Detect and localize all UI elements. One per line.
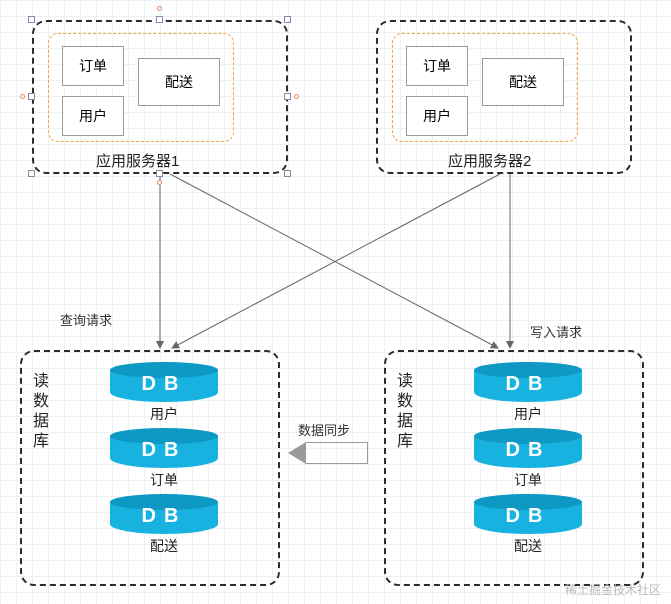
db-item-label: 订单 — [474, 470, 582, 490]
app-server-1-label: 应用服务器1 — [96, 150, 179, 171]
db-cylinder: DB — [110, 494, 218, 534]
db-item-label: 用户 — [474, 404, 582, 424]
db-cylinder: DB — [474, 494, 582, 534]
sync-arrow — [288, 442, 368, 464]
app-server-2-label: 应用服务器2 — [448, 150, 531, 171]
connection-line — [170, 174, 498, 348]
db-cylinder: DB — [110, 428, 218, 468]
module-label: 用户 — [423, 106, 451, 126]
module-label: 订单 — [79, 56, 107, 76]
rotation-handle[interactable] — [156, 5, 163, 12]
rotation-handle[interactable] — [156, 179, 163, 186]
selection-handle[interactable] — [28, 170, 35, 177]
connection-line — [172, 174, 500, 348]
db-text: DB — [474, 505, 582, 528]
db-text: DB — [110, 373, 218, 396]
selection-handle[interactable] — [284, 16, 291, 23]
module-user-2: 用户 — [406, 96, 468, 136]
db-item-label: 配送 — [474, 536, 582, 556]
module-label: 配送 — [165, 72, 193, 92]
rotation-handle[interactable] — [293, 93, 300, 100]
db-cylinder: DB — [110, 362, 218, 402]
module-order-1: 订单 — [62, 46, 124, 86]
sync-label: 数据同步 — [298, 420, 350, 439]
db-cylinder: DB — [474, 428, 582, 468]
db-text: DB — [474, 439, 582, 462]
db-text: DB — [474, 373, 582, 396]
module-order-2: 订单 — [406, 46, 468, 86]
db-item-label: 配送 — [110, 536, 218, 556]
module-delivery-2: 配送 — [482, 58, 564, 106]
selection-handle[interactable] — [156, 16, 163, 23]
selection-handle[interactable] — [284, 93, 291, 100]
module-label: 订单 — [423, 56, 451, 76]
write-db-title: 读数据库 — [396, 372, 414, 452]
selection-handle[interactable] — [28, 93, 35, 100]
db-text: DB — [110, 505, 218, 528]
watermark: 稀土掘金技术社区 — [565, 581, 661, 598]
query-request-label: 查询请求 — [60, 310, 112, 329]
rotation-handle[interactable] — [19, 93, 26, 100]
module-user-1: 用户 — [62, 96, 124, 136]
module-label: 配送 — [509, 72, 537, 92]
selection-handle[interactable] — [284, 170, 291, 177]
db-cylinder: DB — [474, 362, 582, 402]
module-label: 用户 — [79, 106, 107, 126]
db-text: DB — [110, 439, 218, 462]
module-delivery-1: 配送 — [138, 58, 220, 106]
write-request-label: 写入请求 — [530, 322, 582, 341]
read-db-title: 读数据库 — [32, 372, 50, 452]
db-item-label: 用户 — [110, 404, 218, 424]
db-item-label: 订单 — [110, 470, 218, 490]
selection-handle[interactable] — [156, 170, 163, 177]
selection-handle[interactable] — [28, 16, 35, 23]
